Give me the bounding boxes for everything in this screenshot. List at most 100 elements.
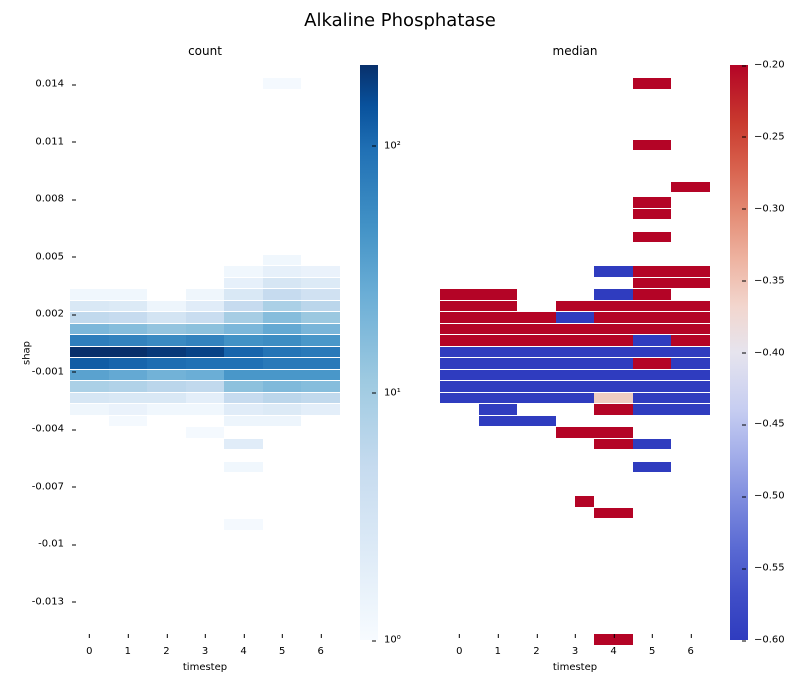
left-colorbar: 10⁰10¹10²: [360, 65, 378, 640]
heatmap-cell: [479, 347, 518, 358]
x-tick: 6: [688, 640, 694, 657]
x-tick: 1: [125, 640, 131, 657]
y-axis-label: shap: [22, 340, 33, 364]
heatmap-cell: [186, 427, 225, 438]
heatmap-cell: [633, 335, 672, 346]
heatmap-cell: [556, 301, 595, 312]
heatmap-cell: [594, 358, 633, 369]
heatmap-cell: [186, 312, 225, 323]
heatmap-cell: [70, 301, 109, 312]
heatmap-cell: [301, 301, 340, 312]
heatmap-cell: [517, 393, 556, 404]
heatmap-cell: [633, 78, 672, 89]
heatmap-cell: [301, 370, 340, 381]
heatmap-cell: [186, 347, 225, 358]
heatmap-cell: [109, 301, 148, 312]
heatmap-cell: [263, 370, 302, 381]
y-tick: 0.002: [35, 309, 70, 320]
heatmap-cell: [594, 404, 633, 415]
heatmap-cell: [671, 312, 710, 323]
heatmap-cell: [224, 404, 263, 415]
colorbar-tick: 10²: [378, 140, 401, 151]
heatmap-cell: [263, 278, 302, 289]
heatmap-cell: [147, 347, 186, 358]
heatmap-cell: [263, 347, 302, 358]
heatmap-cell: [301, 266, 340, 277]
heatmap-cell: [147, 370, 186, 381]
heatmap-cell: [479, 312, 518, 323]
colorbar-tick: −0.60: [748, 635, 785, 646]
heatmap-cell: [671, 324, 710, 335]
heatmap-cell: [440, 381, 479, 392]
heatmap-cell: [301, 347, 340, 358]
heatmap-cell: [224, 324, 263, 335]
heatmap-cell: [440, 347, 479, 358]
colorbar-tick: −0.40: [748, 347, 785, 358]
heatmap-cell: [301, 404, 340, 415]
heatmap-cell: [109, 324, 148, 335]
heatmap-cell: [224, 462, 263, 473]
heatmap-cell: [671, 358, 710, 369]
heatmap-cell: [633, 197, 672, 208]
colorbar-tick: −0.20: [748, 60, 785, 71]
heatmap-cell: [224, 370, 263, 381]
y-tick: 0.005: [35, 251, 70, 262]
heatmap-cell: [633, 232, 672, 243]
heatmap-cell: [301, 358, 340, 369]
heatmap-cell: [263, 255, 302, 266]
heatmap-cell: [109, 404, 148, 415]
heatmap-cell: [594, 347, 633, 358]
heatmap-cell: [671, 370, 710, 381]
heatmap-cell: [479, 335, 518, 346]
figure-title: Alkaline Phosphatase: [0, 10, 800, 31]
heatmap-cell: [109, 335, 148, 346]
right-subplot-title: median: [440, 44, 710, 58]
heatmap-cell: [556, 393, 595, 404]
heatmap-cell: [263, 301, 302, 312]
heatmap-cell: [263, 289, 302, 300]
colorbar-tick: 10⁰: [378, 635, 401, 646]
heatmap-cell: [186, 301, 225, 312]
heatmap-cell: [109, 347, 148, 358]
heatmap-cell: [186, 393, 225, 404]
heatmap-cell: [109, 358, 148, 369]
heatmap-cell: [263, 324, 302, 335]
heatmap-cell: [70, 289, 109, 300]
heatmap-cell: [517, 312, 556, 323]
x-tick: 0: [86, 640, 92, 657]
heatmap-cell: [147, 381, 186, 392]
heatmap-cell: [224, 393, 263, 404]
x-tick: 2: [163, 640, 169, 657]
x-axis-label-right: timestep: [440, 662, 710, 673]
heatmap-cell: [440, 393, 479, 404]
heatmap-cell: [594, 427, 633, 438]
heatmap-cell: [594, 289, 633, 300]
heatmap-cell: [263, 381, 302, 392]
heatmap-cell: [633, 140, 672, 151]
x-axis-label-left: timestep: [70, 662, 340, 673]
heatmap-cell: [263, 416, 302, 427]
x-tick: 4: [240, 640, 246, 657]
heatmap-cell: [671, 266, 710, 277]
heatmap-cell: [70, 404, 109, 415]
heatmap-cell: [556, 381, 595, 392]
heatmap-cell: [70, 335, 109, 346]
heatmap-cell: [186, 404, 225, 415]
right-colorbar: −0.20−0.25−0.30−0.35−0.40−0.45−0.50−0.55…: [730, 65, 748, 640]
heatmap-cell: [517, 370, 556, 381]
heatmap-cell: [440, 289, 479, 300]
heatmap-cell: [556, 370, 595, 381]
left-heatmap: [70, 65, 340, 640]
heatmap-cell: [556, 347, 595, 358]
heatmap-cell: [147, 404, 186, 415]
heatmap-cell: [633, 289, 672, 300]
heatmap-cell: [147, 335, 186, 346]
x-tick: 3: [202, 640, 208, 657]
heatmap-cell: [263, 335, 302, 346]
colorbar-tick: −0.45: [748, 419, 785, 430]
heatmap-cell: [109, 370, 148, 381]
heatmap-cell: [301, 393, 340, 404]
heatmap-cell: [70, 381, 109, 392]
right-heatmap: [440, 65, 710, 640]
heatmap-cell: [671, 182, 710, 193]
